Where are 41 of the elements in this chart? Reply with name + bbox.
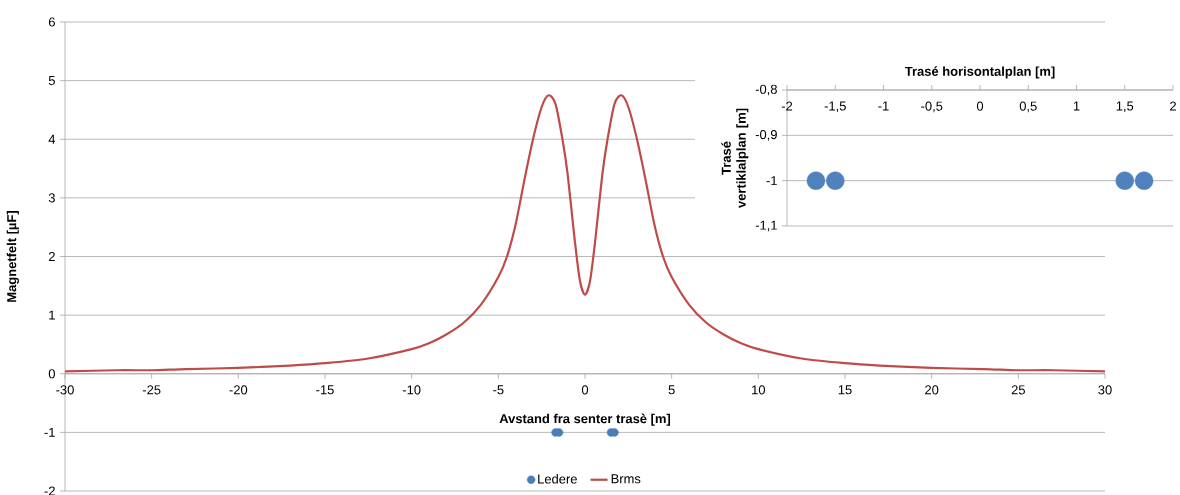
x-tick-label: 10 <box>752 385 766 395</box>
x-axis-title: Trasé horisontalplan [m] <box>904 66 1055 79</box>
y-tick-label: 5 <box>48 76 55 86</box>
x-tick-label: -15 <box>316 385 334 395</box>
x-tick-label: 20 <box>925 385 939 395</box>
x-tick-label: 0 <box>976 101 984 111</box>
x-tick-label: 30 <box>1098 385 1112 395</box>
y-tick-label: -1 <box>44 427 55 437</box>
y-tick-label: -1,1 <box>755 220 777 232</box>
x-tick-label: 1,5 <box>1116 101 1134 113</box>
legend-label: Brms <box>611 474 641 484</box>
y-tick-label: 6 <box>48 17 55 27</box>
y-tick-label: 3 <box>48 193 55 203</box>
y-tick-label: -1 <box>766 176 777 186</box>
x-tick-label: 0,5 <box>1019 101 1037 113</box>
y-tick-label: -0,9 <box>755 129 777 141</box>
y-tick-label: 1 <box>49 310 55 320</box>
y-axis-title: Magnetfelt [µF] <box>6 211 19 302</box>
y-tick-label: 2 <box>48 251 55 262</box>
x-tick-label: 25 <box>1011 385 1025 395</box>
x-tick-label: -20 <box>229 385 248 395</box>
x-tick-label: 2 <box>1170 101 1176 111</box>
y-axis-title: Trasé vertiklalplan [m] <box>721 108 749 208</box>
y-tick-label: -0,8 <box>755 84 777 96</box>
y-tick-label: -2 <box>44 486 55 495</box>
x-axis-title: Avstand fra senter trasè [m] <box>499 413 671 426</box>
y-tick-label: 0 <box>48 369 55 379</box>
x-tick-label: -30 <box>56 385 74 395</box>
legend-label: Ledere <box>538 474 577 484</box>
x-tick-label: 1 <box>1073 101 1080 111</box>
x-tick-label: 5 <box>668 385 675 395</box>
y-tick-label: 4 <box>48 134 56 144</box>
x-tick-label: -1 <box>878 101 889 111</box>
x-tick-label: 15 <box>838 385 852 395</box>
x-tick-label: -2 <box>781 101 793 111</box>
x-tick-label: -25 <box>142 385 161 395</box>
x-tick-label: -5 <box>493 385 504 395</box>
x-tick-label: -1,5 <box>824 101 846 113</box>
x-tick-label: -0,5 <box>921 101 943 113</box>
x-tick-label: -10 <box>402 385 421 395</box>
x-tick-label: 0 <box>581 385 589 395</box>
